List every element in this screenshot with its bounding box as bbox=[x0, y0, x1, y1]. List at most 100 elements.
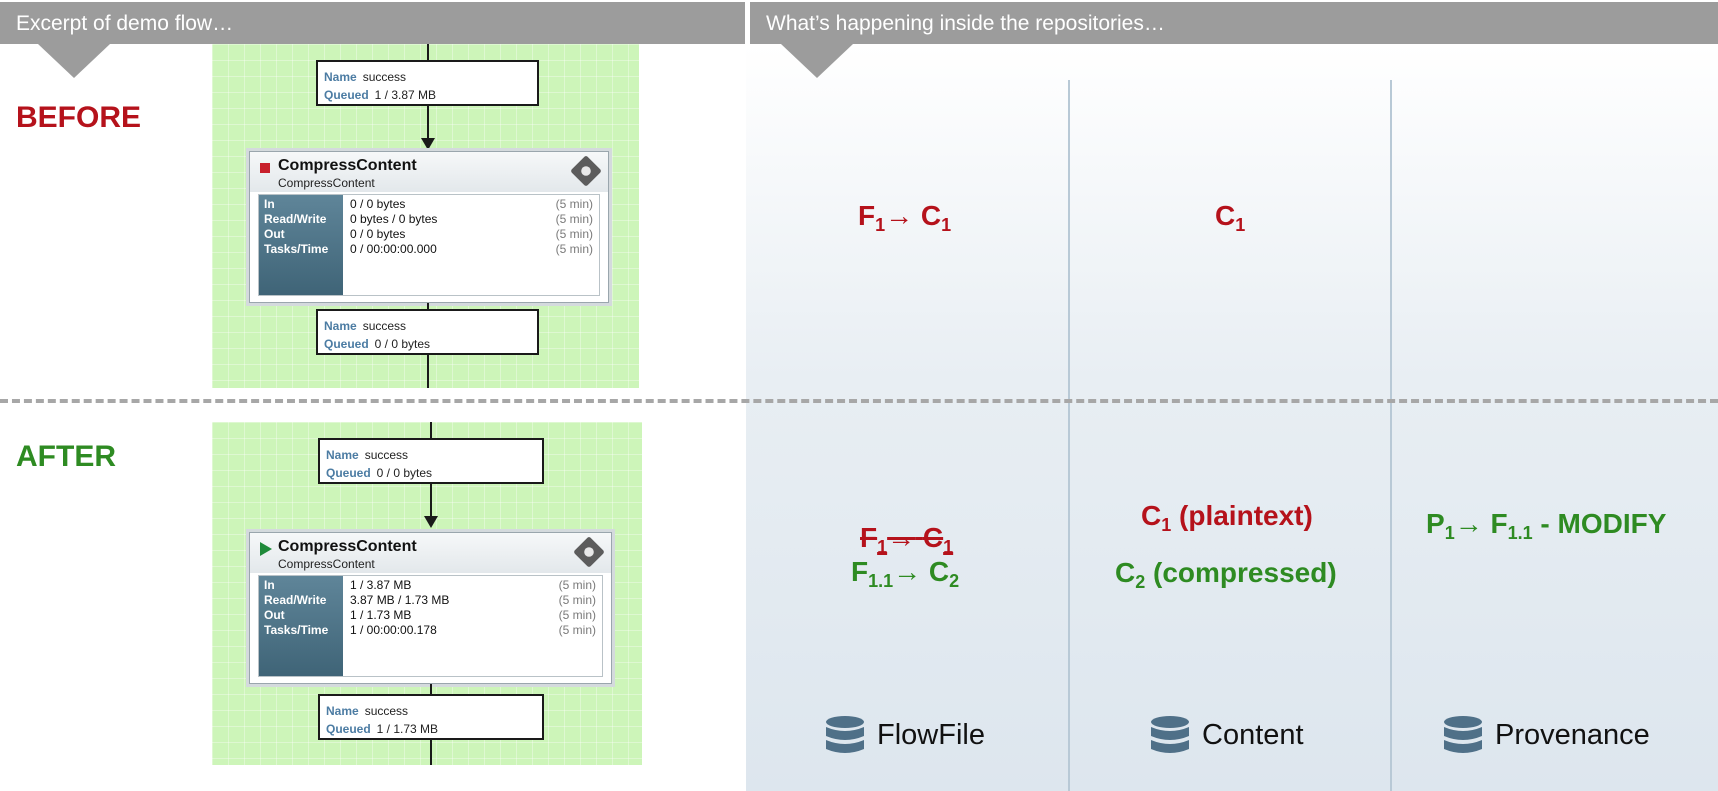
stat-key: Tasks/Time bbox=[264, 623, 329, 637]
record-subscript: 1 bbox=[875, 215, 886, 235]
stat-value: 1 / 3.87 MB bbox=[350, 578, 412, 592]
provenance-repo-label: Provenance bbox=[1443, 715, 1683, 759]
record-part: F bbox=[1490, 508, 1508, 539]
stat-time: (5 min) bbox=[555, 212, 593, 226]
record-subscript: 2 bbox=[949, 571, 960, 591]
stat-time: (5 min) bbox=[555, 242, 593, 256]
record-part: C bbox=[922, 522, 944, 553]
after-flowfile-old-record: F1→ C1 bbox=[860, 522, 953, 558]
record-suffix: (compressed) bbox=[1145, 557, 1337, 588]
before-connection-bottom[interactable]: Name success Queued 0 / 0 bytes bbox=[316, 309, 539, 355]
record-subscript: 1 bbox=[1161, 515, 1172, 535]
stat-time: (5 min) bbox=[555, 227, 593, 241]
right-header-pointer bbox=[781, 44, 853, 78]
repo-name: Provenance bbox=[1495, 719, 1650, 751]
repository-panel bbox=[746, 44, 1718, 791]
flowfile-repo-label: FlowFile bbox=[825, 715, 1025, 759]
record-part: C bbox=[1141, 500, 1162, 531]
stat-key: Out bbox=[264, 608, 285, 622]
after-content-old-record: C1 (plaintext) bbox=[1141, 500, 1313, 536]
right-header: What’s happening inside the repositories… bbox=[750, 2, 1718, 44]
conn-queued-value: 0 / 0 bytes bbox=[376, 466, 433, 480]
record-part: F bbox=[851, 556, 869, 587]
before-connection-top[interactable]: Name success Queued 1 / 3.87 MB bbox=[316, 60, 539, 106]
conn-name-key: Name bbox=[324, 70, 357, 84]
before-after-separator bbox=[0, 399, 1718, 403]
arrow-icon: → bbox=[887, 522, 916, 553]
arrow-icon: → bbox=[1454, 508, 1483, 539]
processor-icon bbox=[570, 155, 602, 187]
record-subscript: 1 bbox=[1235, 215, 1246, 235]
conn-name-key: Name bbox=[326, 704, 359, 718]
record-part: C bbox=[928, 556, 950, 587]
conn-queued-key: Queued bbox=[326, 722, 371, 736]
stat-key: In bbox=[264, 197, 275, 211]
record-part: F bbox=[860, 522, 878, 553]
record-part: C bbox=[1215, 200, 1236, 231]
wire bbox=[427, 106, 429, 138]
after-label: AFTER bbox=[16, 440, 116, 473]
conn-queued-key: Queued bbox=[324, 337, 369, 351]
arrow-icon: → bbox=[893, 556, 922, 587]
processor-type: CompressContent bbox=[278, 557, 375, 571]
left-header-pointer bbox=[38, 44, 110, 78]
after-connection-top[interactable]: Name success Queued 0 / 0 bytes bbox=[318, 438, 544, 484]
before-flow-canvas: Name success Queued 1 / 3.87 MB CompressCo… bbox=[212, 44, 639, 388]
before-flowfile-record: F1→ C1 bbox=[858, 200, 951, 236]
record-part: C bbox=[920, 200, 942, 231]
conn-queued-value: 1 / 3.87 MB bbox=[374, 88, 437, 102]
content-repo-label: Content bbox=[1150, 715, 1350, 759]
stat-time: (5 min) bbox=[558, 623, 596, 637]
stop-icon bbox=[260, 163, 270, 173]
record-suffix: - MODIFY bbox=[1532, 508, 1667, 539]
after-connection-bottom[interactable]: Name success Queued 1 / 1.73 MB bbox=[318, 694, 544, 740]
stat-time: (5 min) bbox=[555, 197, 593, 211]
record-subscript: 1 bbox=[941, 215, 952, 235]
stat-value: 1 / 1.73 MB bbox=[350, 608, 412, 622]
record-part: C bbox=[1115, 557, 1136, 588]
database-icon bbox=[826, 716, 864, 753]
conn-queued-value: 1 / 1.73 MB bbox=[376, 722, 439, 736]
after-processor[interactable]: CompressContent CompressContent In 1 / 3.… bbox=[249, 532, 612, 684]
after-flowfile-new-record: F1.1→ C2 bbox=[851, 556, 959, 592]
stat-key: Out bbox=[264, 227, 285, 241]
record-subscript: 1 bbox=[877, 537, 888, 557]
record-subscript: 1.1 bbox=[868, 571, 894, 591]
record-subscript: 2 bbox=[1135, 572, 1146, 592]
conn-queued-key: Queued bbox=[326, 466, 371, 480]
column-divider-2 bbox=[1390, 80, 1392, 791]
flow-arrow bbox=[424, 516, 438, 528]
stat-value: 0 / 0 bytes bbox=[350, 227, 406, 241]
wire bbox=[427, 44, 429, 60]
flow-arrow bbox=[421, 138, 435, 150]
stat-key: In bbox=[264, 578, 275, 592]
stat-key: Read/Write bbox=[264, 593, 327, 607]
processor-stats: In 1 / 3.87 MB (5 min) Read/Write 3.87 MB /… bbox=[258, 575, 603, 677]
repo-name: Content bbox=[1202, 719, 1304, 751]
record-subscript: 1 bbox=[943, 537, 954, 557]
processor-type: CompressContent bbox=[278, 176, 375, 190]
processor-icon bbox=[573, 536, 605, 568]
conn-queued-value: 0 / 0 bytes bbox=[374, 337, 431, 351]
database-icon bbox=[1444, 716, 1482, 753]
conn-name-value: success bbox=[362, 319, 407, 333]
stat-time: (5 min) bbox=[558, 593, 596, 607]
database-icon bbox=[1151, 716, 1189, 753]
stat-value: 0 / 00:00:00.000 bbox=[350, 242, 437, 256]
conn-queued-key: Queued bbox=[324, 88, 369, 102]
record-subscript: 1.1 bbox=[1507, 523, 1533, 543]
processor-name: CompressContent bbox=[278, 157, 417, 174]
after-flow-canvas: Name success Queued 0 / 0 bytes CompressCo… bbox=[212, 422, 642, 765]
conn-name-key: Name bbox=[324, 319, 357, 333]
stat-value: 3.87 MB / 1.73 MB bbox=[350, 593, 450, 607]
stat-key: Tasks/Time bbox=[264, 242, 329, 256]
record-suffix: (plaintext) bbox=[1171, 500, 1313, 531]
before-processor[interactable]: CompressContent CompressContent In 0 / 0 … bbox=[249, 151, 609, 303]
wire bbox=[430, 422, 432, 438]
after-provenance-record: P1→ F1.1 - MODIFY bbox=[1426, 508, 1666, 544]
after-content-new-record: C2 (compressed) bbox=[1115, 557, 1337, 593]
stat-time: (5 min) bbox=[558, 608, 596, 622]
play-icon bbox=[260, 542, 272, 556]
record-part: P bbox=[1426, 508, 1445, 539]
wire bbox=[430, 484, 432, 516]
